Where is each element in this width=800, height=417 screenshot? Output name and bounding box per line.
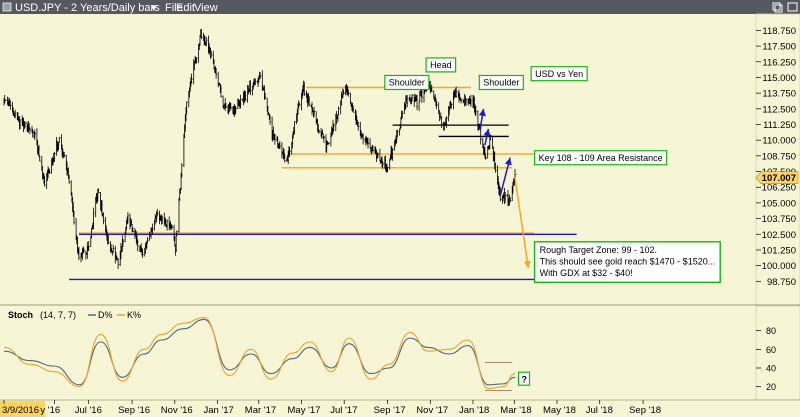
date-tick-label: Jan '18 xyxy=(459,405,489,416)
stochastic-tick-label: 80 xyxy=(766,326,776,336)
stochastic-tick-label: 60 xyxy=(766,345,776,355)
restore-icon[interactable] xyxy=(772,2,783,13)
price-tick-label: 115.000 xyxy=(762,73,796,84)
price-tick-label: 101.250 xyxy=(762,245,796,256)
last-price-tag: 107.007 xyxy=(755,171,799,184)
annotation-head: Head xyxy=(425,57,457,73)
target-zone-box: Rough Target Zone: 99 - 102.This should … xyxy=(533,241,721,284)
date-tick-label: 3/9/2016 xyxy=(2,405,39,416)
price-tick-label: 100.000 xyxy=(762,261,796,272)
price-tick-label: 116.250 xyxy=(762,57,796,68)
stochastic-ticks: 80 60 40 20 xyxy=(756,326,776,392)
annotation-shoulder-left: Shoulder xyxy=(384,74,430,91)
price-tick-label: 117.500 xyxy=(762,42,796,53)
stochastic-k-line xyxy=(3,317,516,390)
price-bars xyxy=(3,28,517,270)
blue-arrowhead-icon xyxy=(504,157,512,166)
stochastic-question-mark: ? xyxy=(522,375,528,385)
menu-file[interactable]: File xyxy=(165,2,183,14)
target-zone-line: With GDX at $32 - $40! xyxy=(540,268,633,278)
target-zone-line: This should see gold reach $1470 - $1520… xyxy=(540,256,716,266)
price-tick-label: 112.500 xyxy=(762,104,796,115)
annotation-usd-vs-yen: USD vs Yen xyxy=(530,66,588,82)
annotation-shoulder-right-text: Shoulder xyxy=(483,78,519,88)
date-tick-label: Sep '17 xyxy=(374,405,406,416)
date-tick-label: Mar '18 xyxy=(500,405,531,416)
window-title: USD.JPY - 2 Years/Daily bars xyxy=(15,2,160,14)
stochastic-d-label: D% xyxy=(98,310,113,320)
last-price-label: 107.007 xyxy=(762,173,796,184)
date-tick-label: Jul '16 xyxy=(75,405,102,416)
stochastic-k-label: K% xyxy=(127,310,141,320)
stochastic-tick-label: 20 xyxy=(766,382,776,392)
annotation-head-text: Head xyxy=(430,60,452,70)
stochastic-tick-label: 40 xyxy=(766,364,776,374)
stochastic-header: Stoch (14, 7, 7) D% K% xyxy=(8,310,141,320)
price-tick-label: 103.750 xyxy=(762,214,796,225)
stochastic-axis xyxy=(755,305,800,401)
trend-lines xyxy=(69,86,577,281)
stochastic-params: (14, 7, 7) xyxy=(40,310,76,320)
price-axis-ticks: 118.750 117.500 116.250 115.000 113.750 112.5… xyxy=(756,26,796,288)
date-tick-label: Sep '18 xyxy=(629,405,661,416)
price-tick-label: 118.750 xyxy=(762,26,796,37)
trend-arrows xyxy=(478,108,531,269)
date-tick-label: y '16 xyxy=(40,405,60,416)
menu-icon[interactable] xyxy=(2,2,12,12)
date-tick-label: Sep '16 xyxy=(118,405,150,416)
orange-arrow xyxy=(514,177,530,269)
annotation-shoulder-right: Shoulder xyxy=(478,74,524,91)
date-axis xyxy=(0,400,800,417)
annotations: Shoulder Head Shoulder USD vs Yen Key 108 - … xyxy=(384,57,721,284)
price-tick-label: 113.750 xyxy=(762,89,796,100)
price-tick-label: 106.250 xyxy=(762,183,796,194)
date-tick-label: Nov '16 xyxy=(161,405,193,416)
annotation-usd-vs-yen-text: USD vs Yen xyxy=(535,69,583,79)
date-tick-label: Mar '17 xyxy=(245,405,276,416)
date-tick-label: Jul '17 xyxy=(330,405,357,416)
stochastic-pane xyxy=(0,306,756,400)
date-tick-label: Jan '17 xyxy=(204,405,234,416)
stochastic-title: Stoch xyxy=(8,310,33,320)
price-axis xyxy=(755,13,800,306)
date-tick-label: May '17 xyxy=(288,405,321,416)
annotation-key-resistance-text: Key 108 - 109 Area Resistance xyxy=(539,153,663,163)
date-tick-label: May '18 xyxy=(543,405,576,416)
price-tick-label: 102.500 xyxy=(762,230,796,241)
stochastic-lines xyxy=(3,317,516,391)
price-tick-label: 98.750 xyxy=(767,277,796,288)
menu-edit[interactable]: Edit xyxy=(176,2,195,14)
stochastic-question-box: ? xyxy=(517,371,531,386)
price-tick-label: 110.000 xyxy=(762,136,796,147)
toolbar-bar xyxy=(0,0,800,14)
date-tick-label: Nov '17 xyxy=(416,405,448,416)
target-zone-line: Rough Target Zone: 99 - 102. xyxy=(540,245,657,255)
annotation-key-resistance: Key 108 - 109 Area Resistance xyxy=(533,150,668,166)
date-tick-label: Jul '18 xyxy=(586,405,613,416)
price-tick-label: 111.250 xyxy=(763,120,796,131)
blue-arrowhead-icon xyxy=(478,108,486,117)
maximize-icon[interactable] xyxy=(787,2,798,12)
date-axis-ticks: 3/9/2016 y '16 Jul '16 Sep '16 Nov '16 Jan '1… xyxy=(0,400,661,417)
price-tick-label: 105.000 xyxy=(762,198,796,209)
window-title-chevron-icon[interactable]: ▾ xyxy=(151,2,157,14)
orange-arrowhead-icon xyxy=(523,260,531,269)
price-tick-label: 108.750 xyxy=(762,151,796,162)
menu-view[interactable]: View xyxy=(194,2,218,14)
start-date-tag xyxy=(0,401,45,417)
annotation-shoulder-left-text: Shoulder xyxy=(389,78,425,88)
blue-arrowhead-icon xyxy=(483,128,491,137)
